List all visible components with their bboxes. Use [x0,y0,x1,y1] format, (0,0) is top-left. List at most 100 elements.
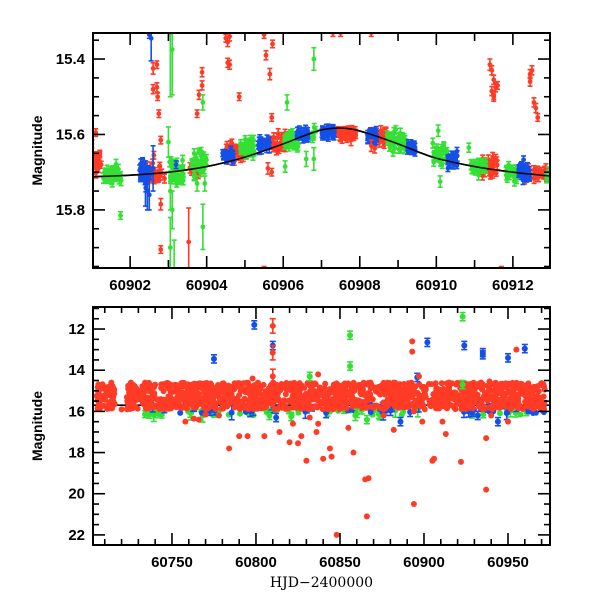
bottom-outliers-blue [210,319,528,427]
x-tick-label: 60912 [492,277,534,294]
data-point [391,384,398,391]
data-point [250,396,257,403]
data-point [231,386,238,393]
data-point [494,416,501,427]
data-point [220,380,227,387]
data-point [380,399,387,406]
data-point [257,136,263,148]
data-point [254,405,261,412]
data-point [521,343,528,354]
data-point [284,94,290,111]
y-tick-label: 15.6 [56,126,85,143]
data-point [264,134,270,146]
data-point [341,381,348,388]
data-point [367,385,374,392]
data-point [526,401,533,408]
data-point [384,403,391,410]
data-point [390,390,397,397]
data-point [322,380,329,387]
data-point [353,408,360,419]
data-point [224,385,231,392]
data-point [207,389,214,396]
data-point [390,426,397,433]
data-point [201,404,208,411]
data-point [514,384,521,391]
data-point [415,373,422,380]
data-point [248,384,255,391]
data-point [276,428,283,435]
data-point [350,449,357,456]
data-point [351,387,358,394]
data-point [328,453,335,460]
data-point [203,380,210,387]
data-point [516,391,523,398]
data-point [118,406,125,413]
data-point [333,531,340,538]
x-tick-label: 60910 [415,277,457,294]
bottom-outliers-green [266,311,466,425]
data-point [97,404,104,411]
bottom-outliers-red [98,317,520,538]
data-point [345,424,352,431]
data-point [363,513,370,520]
data-point [244,433,251,440]
data-point [167,393,174,400]
data-point [186,389,193,396]
data-point [203,153,209,166]
data-point [274,395,281,402]
data-point [125,382,132,389]
x-tick-label: 60850 [319,554,361,571]
data-point [303,457,310,464]
data-point [336,393,343,400]
data-point [469,405,476,412]
data-point [359,404,366,411]
data-point [298,433,305,440]
data-point [465,388,472,395]
data-point [201,389,208,396]
data-point [399,395,406,402]
data-point [507,405,514,412]
data-point [162,173,168,184]
top-panel: 60902 60904 60906 60908 60910 6091215.415.615… [29,32,551,294]
data-point [400,388,407,395]
data-point [235,402,242,409]
data-point [164,379,171,386]
y-tick-label: 22 [68,527,85,544]
data-point [269,167,275,177]
data-point [484,397,491,404]
data-point [313,428,320,435]
data-point [534,393,541,400]
data-point [138,171,144,183]
data-point [365,475,372,482]
data-point [478,385,485,392]
data-point [459,311,466,322]
data-point [169,33,175,96]
data-point [479,349,486,360]
data-point [513,346,520,353]
data-point [194,109,200,119]
data-point [311,403,318,410]
data-point [157,398,164,405]
data-point [537,380,544,387]
data-point [410,408,417,415]
data-point [483,486,490,493]
data-point [186,399,193,406]
data-point [269,368,276,385]
data-point [397,416,404,427]
data-point [215,381,222,388]
y-tick-label: 16 [68,403,85,420]
data-point [265,161,271,175]
data-point [513,379,520,386]
data-point [410,501,417,508]
data-point [496,410,503,417]
data-point [202,175,208,192]
data-point [470,379,477,386]
data-point [202,411,209,418]
y-tick-label: 18 [68,445,85,462]
data-point [98,393,105,400]
data-point [139,383,146,390]
top-outliers-green [118,33,472,268]
data-point [216,412,223,419]
data-point [271,406,278,413]
